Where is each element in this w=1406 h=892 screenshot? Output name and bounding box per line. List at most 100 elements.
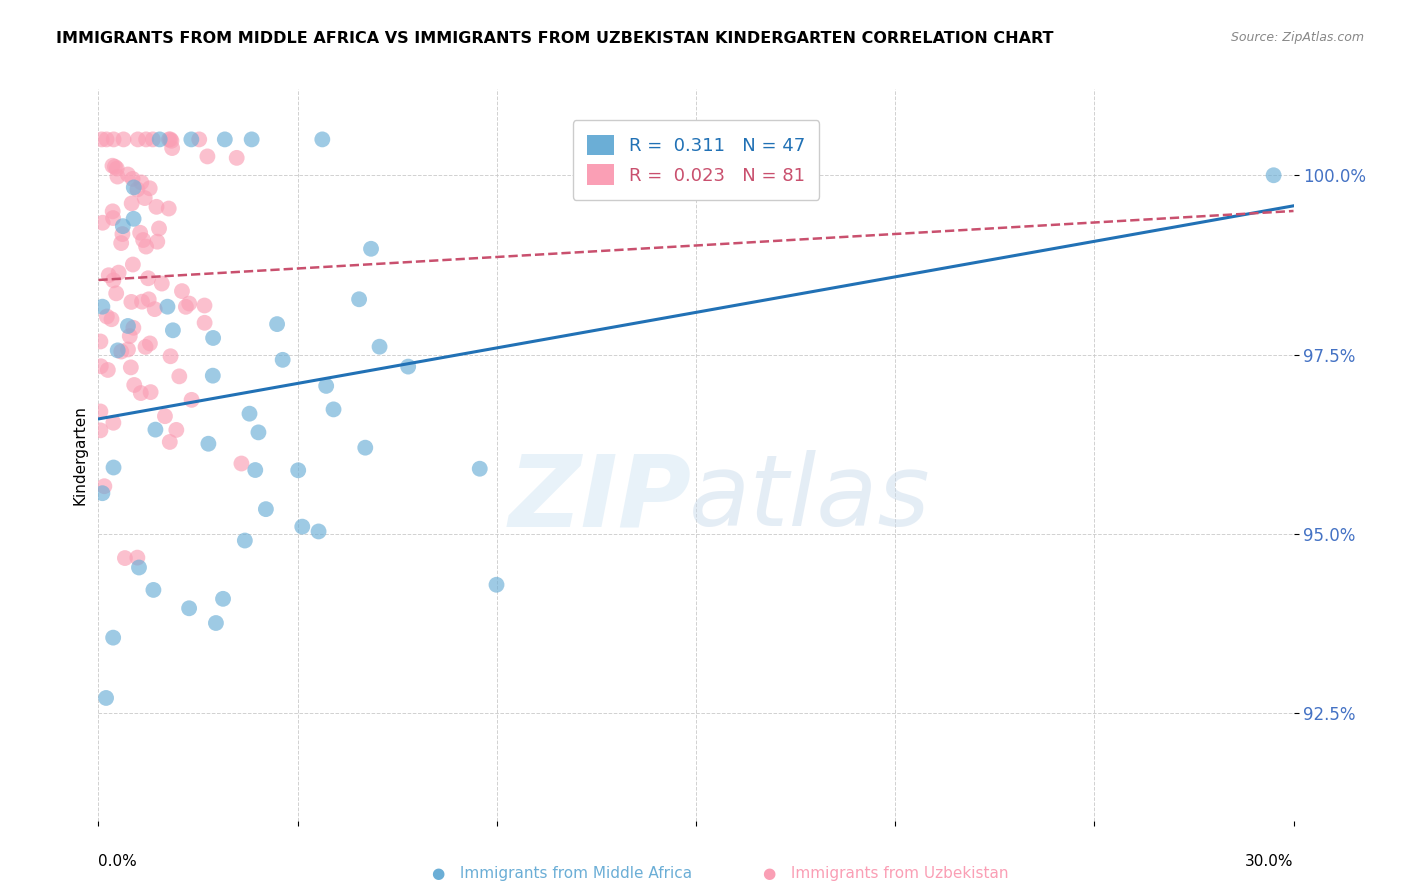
Point: [89, 423, 111, 437]
Point: [201, 368, 224, 383]
Point: [103, 460, 125, 475]
Point: [107, 343, 129, 358]
Point: [103, 273, 125, 287]
Y-axis label: Kindergarten: Kindergarten: [72, 405, 87, 505]
Point: [165, 423, 187, 437]
Point: [96, 132, 118, 146]
Point: [368, 340, 391, 354]
Point: [114, 551, 136, 566]
Point: [157, 132, 180, 146]
Point: [197, 149, 219, 163]
Point: [169, 369, 191, 384]
Point: [107, 169, 129, 184]
Point: [194, 316, 217, 330]
Point: [121, 172, 143, 186]
Point: [170, 284, 193, 298]
Point: [287, 463, 309, 477]
Point: [129, 386, 152, 401]
Point: [245, 463, 267, 477]
Point: [122, 180, 145, 194]
Point: [131, 294, 153, 309]
Point: [135, 132, 157, 146]
Point: [347, 293, 370, 307]
Point: [122, 378, 145, 392]
Point: [110, 344, 132, 359]
Point: [214, 132, 236, 146]
Point: [96, 310, 118, 324]
Point: [266, 317, 288, 331]
Point: [104, 160, 127, 174]
Point: [162, 323, 184, 337]
Point: [97, 363, 120, 377]
Point: [149, 132, 172, 146]
Point: [354, 441, 377, 455]
Point: [105, 286, 128, 301]
Point: [225, 151, 247, 165]
Point: [135, 239, 157, 253]
Point: [322, 402, 344, 417]
Point: [159, 349, 181, 363]
Point: [247, 425, 270, 440]
Point: [90, 132, 112, 146]
Point: [120, 360, 142, 375]
Point: [131, 175, 153, 189]
Point: [139, 336, 162, 351]
Point: [160, 141, 183, 155]
Point: [315, 379, 337, 393]
Point: [142, 132, 165, 146]
Point: [143, 302, 166, 317]
Point: [159, 434, 181, 449]
Text: Source: ZipAtlas.com: Source: ZipAtlas.com: [1230, 31, 1364, 45]
Point: [205, 615, 228, 630]
Point: [233, 533, 256, 548]
Point: [91, 216, 114, 230]
Point: [145, 200, 167, 214]
Text: ●   Immigrants from Uzbekistan: ● Immigrants from Uzbekistan: [763, 866, 1008, 881]
Point: [134, 191, 156, 205]
Point: [90, 359, 112, 374]
Point: [485, 578, 508, 592]
Point: [308, 524, 330, 539]
Point: [100, 312, 122, 326]
Point: [107, 266, 129, 280]
Point: [101, 631, 124, 645]
Point: [180, 132, 202, 146]
Point: [94, 690, 117, 705]
Point: [193, 299, 215, 313]
Point: [89, 334, 111, 349]
Point: [110, 236, 132, 251]
Point: [112, 132, 135, 146]
Point: [139, 385, 162, 400]
Point: [117, 168, 139, 182]
Point: [180, 392, 202, 407]
Point: [174, 300, 197, 314]
Point: [117, 343, 139, 357]
Text: atlas: atlas: [689, 450, 931, 548]
Point: [118, 329, 141, 343]
Point: [396, 359, 419, 374]
Legend: R =  0.311   N = 47, R =  0.023   N = 81: R = 0.311 N = 47, R = 0.023 N = 81: [572, 120, 820, 200]
Point: [128, 560, 150, 574]
Point: [468, 461, 491, 475]
Point: [188, 132, 211, 146]
Point: [122, 320, 145, 334]
Point: [91, 486, 114, 500]
Point: [122, 211, 145, 226]
Point: [159, 132, 181, 146]
Point: [212, 591, 235, 606]
Point: [156, 300, 179, 314]
Point: [150, 277, 173, 291]
Point: [202, 331, 225, 345]
Point: [105, 161, 128, 176]
Point: [111, 227, 134, 241]
Point: [101, 211, 124, 225]
Point: [129, 226, 152, 240]
Point: [145, 423, 167, 437]
Point: [153, 409, 176, 424]
Point: [291, 519, 314, 533]
Point: [1263, 168, 1285, 182]
Point: [132, 233, 155, 247]
Point: [179, 601, 201, 615]
Text: IMMIGRANTS FROM MIDDLE AFRICA VS IMMIGRANTS FROM UZBEKISTAN KINDERGARTEN CORRELA: IMMIGRANTS FROM MIDDLE AFRICA VS IMMIGRA…: [56, 31, 1053, 46]
Point: [91, 300, 114, 314]
